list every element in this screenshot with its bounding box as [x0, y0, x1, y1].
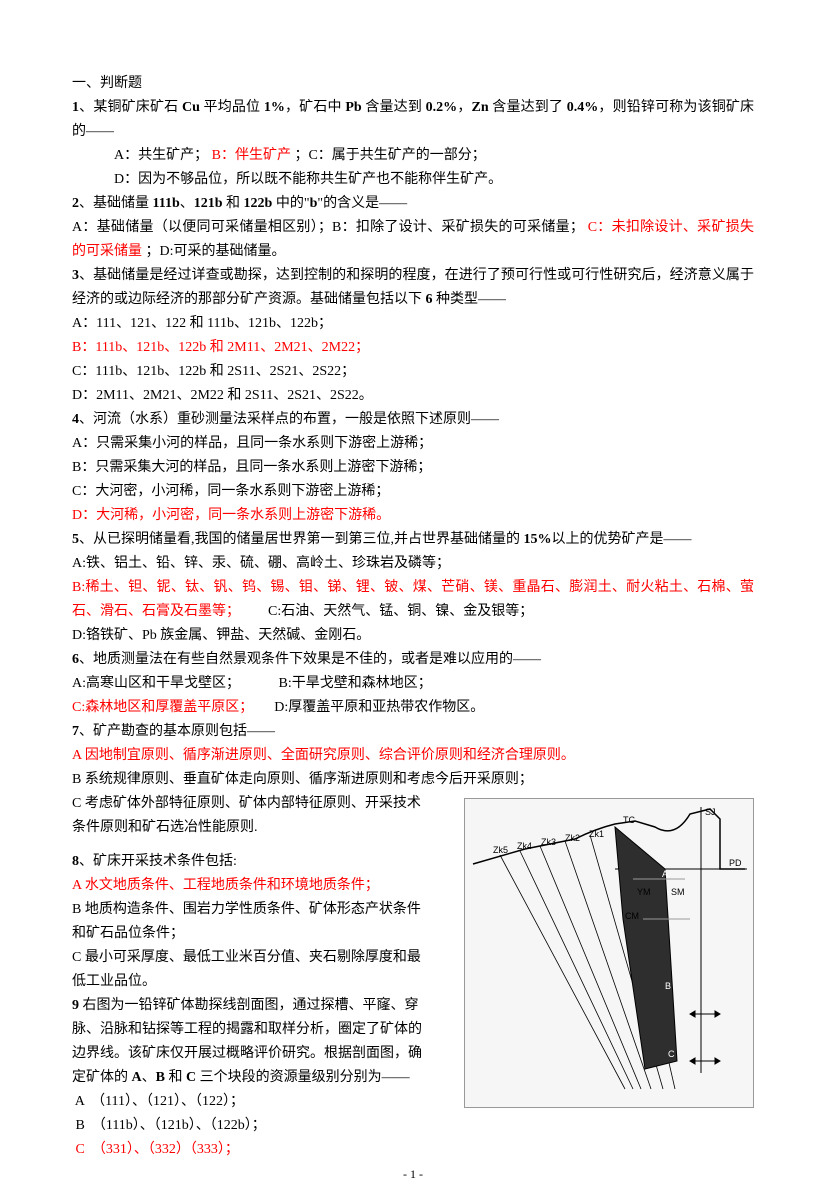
q6-option-c: C:森林地区和厚覆盖平原区；	[72, 700, 253, 715]
label-b: B	[665, 981, 671, 991]
diagram-box: SJ PD TC SM YM CM A B C Zk5 Zk4 Zk3 Zk2 …	[464, 798, 754, 1108]
q6-option-d: D:厚覆盖平原和亚热带农作物区。	[257, 700, 485, 715]
label-zk3: Zk3	[541, 837, 556, 847]
q1-option-a-pre: A：共生矿产；	[114, 148, 208, 163]
q3-option-d: D：2M11、2M21、2M22 和 2S11、2S21、2S22。	[72, 384, 754, 408]
q4-stem: 4、河流（水系）重砂测量法采样点的布置，一般是依照下述原则——	[72, 408, 754, 432]
q7-stem: 7、矿产勘查的基本原则包括——	[72, 720, 754, 744]
section-title: 一、判断题	[72, 72, 754, 96]
q4-option-c: C：大河密，小河稀，同一条水系则下游密上游稀；	[72, 480, 754, 504]
q7-option-b: B 系统规律原则、垂直矿体走向原则、循序渐进原则和考虑今后开采原则；	[72, 768, 754, 792]
q5-stem: 5、从已探明储量看,我国的储量居世界第一到第三位,并占世界基础储量的 15%以上…	[72, 528, 754, 552]
q6-option-b: B:干旱戈壁和森林地区；	[244, 676, 432, 691]
q4-option-b: B：只需采集大河的样品，且同一条水系则上游密下游稀；	[72, 456, 754, 480]
q9-option-c: C （331）、（332）（333）；	[72, 1138, 754, 1162]
q6-row2: C:森林地区和厚覆盖平原区； D:厚覆盖平原和亚热带农作物区。	[72, 696, 754, 720]
label-zk4: Zk4	[517, 841, 532, 851]
label-a: A	[662, 869, 668, 879]
q6-row1: A:高寒山区和干旱戈壁区； B:干旱戈壁和森林地区；	[72, 672, 754, 696]
q3-option-a: A：111、121、122 和 111b、121b、122b；	[72, 312, 754, 336]
label-zk5: Zk5	[493, 845, 508, 855]
page-number: - 1 -	[0, 1167, 826, 1182]
q3-stem: 3、基础储量是经过详查或勘探，达到控制的和探明的程度，在进行了预可行性或可行性研…	[72, 264, 754, 312]
label-c: C	[668, 1049, 675, 1059]
q6-option-a: A:高寒山区和干旱戈壁区；	[72, 676, 240, 691]
q3-option-c: C：111b、121b、122b 和 2S11、2S21、2S22；	[72, 360, 754, 384]
q3-option-b: B：111b、121b、122b 和 2M11、2M21、2M22；	[72, 336, 754, 360]
q9-option-b: B （111b）、（121b）、（122b）；	[72, 1114, 754, 1138]
page: 一、判断题 1、某铜矿床矿石 Cu 平均品位 1%，矿石中 Pb 含量达到 0.…	[0, 0, 826, 1202]
diagram-svg: SJ PD TC SM YM CM A B C Zk5 Zk4 Zk3 Zk2 …	[465, 799, 753, 1107]
q4-option-a: A：只需采集小河的样品，且同一条水系则下游密上游稀；	[72, 432, 754, 456]
q4-option-d: D：大河稀，小河密，同一条水系则上游密下游稀。	[72, 504, 754, 528]
label-cm: CM	[625, 911, 639, 921]
label-pd: PD	[729, 858, 742, 868]
q1-option-d: D：因为不够品位，所以既不能称共生矿产也不能称伴生矿产。	[72, 168, 754, 192]
q1-option-b: B：伴生矿产	[212, 148, 291, 163]
label-sm: SM	[671, 887, 685, 897]
label-ym: YM	[637, 887, 651, 897]
label-sj: SJ	[705, 807, 716, 817]
label-zk1: Zk1	[589, 829, 604, 839]
q5-option-bc: B:稀土、钽、铌、钛、钒、钨、锡、钼、锑、锂、铍、煤、芒硝、镁、重晶石、膨润土、…	[72, 576, 754, 624]
q2-stem: 2、基础储量 111b、121b 和 122b 中的"b"的含义是——	[72, 192, 754, 216]
label-tc: TC	[623, 815, 635, 825]
q7-option-a: A 因地制宜原则、循序渐进原则、全面研究原则、综合评价原则和经济合理原则。	[72, 744, 754, 768]
cross-section-diagram: SJ PD TC SM YM CM A B C Zk5 Zk4 Zk3 Zk2 …	[464, 798, 754, 1108]
q5-option-d: D:铬铁矿、Pb 族金属、钾盐、天然碱、金刚石。	[72, 624, 754, 648]
q1-option-row1: A：共生矿产； B：伴生矿产 ；C：属于共生矿产的一部分；	[72, 144, 754, 168]
q5-option-c-inline: C:石油、天然气、锰、铜、镍、金及银等；	[244, 604, 534, 619]
q1-option-a-post: ；C：属于共生矿产的一部分；	[294, 148, 485, 163]
label-zk2: Zk2	[565, 833, 580, 843]
q5-option-a: A:铁、铝土、铅、锌、汞、硫、硼、高岭土、珍珠岩及磷等；	[72, 552, 754, 576]
q2-pre: A：基础储量（以便同可采储量相区别）；B：扣除了设计、采矿损失的可采储量；	[72, 220, 584, 235]
q1-stem: 1、某铜矿床矿石 Cu 平均品位 1%，矿石中 Pb 含量达到 0.2%，Zn …	[72, 96, 754, 144]
q2-post: ；D:可采的基础储量。	[146, 244, 286, 259]
q2-options: A：基础储量（以便同可采储量相区别）；B：扣除了设计、采矿损失的可采储量； C：…	[72, 216, 754, 264]
q6-stem: 6、地质测量法在有些自然景观条件下效果是不佳的，或者是难以应用的——	[72, 648, 754, 672]
